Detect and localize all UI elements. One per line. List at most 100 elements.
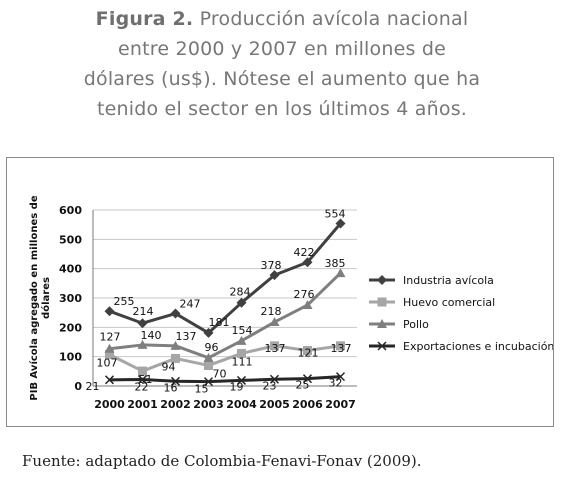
- data-label: 255: [114, 295, 135, 308]
- data-point: [104, 375, 115, 385]
- data-point: [170, 308, 181, 319]
- data-point: [137, 339, 148, 349]
- data-point: [269, 374, 280, 384]
- data-label: 32: [329, 377, 343, 390]
- data-label: 247: [180, 298, 201, 311]
- data-label: 16: [164, 381, 178, 394]
- data-point: [270, 341, 279, 351]
- series-4: 21 22 16 15 19 23 25 32: [86, 372, 346, 396]
- data-point: [137, 375, 148, 385]
- figure-label: Figura 2.: [95, 8, 194, 30]
- data-label: 127: [100, 331, 121, 344]
- x-tick-label: 2005: [259, 398, 290, 411]
- data-point: [269, 270, 280, 281]
- figure-caption: Figura 2. Producción avícola nacional en…: [0, 4, 564, 124]
- x-tick-label: 2002: [160, 398, 191, 411]
- data-label: 284: [230, 286, 251, 299]
- y-tick-label: 600: [59, 204, 82, 217]
- y-tick-label: 500: [59, 233, 82, 246]
- data-point: [203, 352, 214, 362]
- data-label: 121: [298, 347, 319, 360]
- data-label: 385: [325, 257, 346, 270]
- series-line: [109, 375, 341, 384]
- x-tick-label: 2006: [292, 398, 323, 411]
- data-label: 19: [230, 380, 244, 393]
- data-point: [137, 318, 148, 329]
- data-point: [269, 317, 280, 327]
- data-point: [335, 268, 346, 278]
- series-line: [108, 222, 342, 335]
- data-point: [170, 376, 181, 386]
- legend-marker: [377, 297, 387, 307]
- data-point: [204, 360, 213, 370]
- data-label: 94: [162, 360, 176, 373]
- legend-label: Pollo: [403, 318, 429, 331]
- chart-frame: 0 100 200 300 400 500 600 2000 2001 2002 2003 2004 2…: [6, 157, 554, 427]
- data-point: [302, 374, 313, 384]
- data-label: 140: [141, 329, 162, 342]
- caption-line-4: tenido el sector en los últimos 4 años.: [96, 98, 468, 120]
- y-tick-label: 0: [74, 380, 82, 393]
- data-label: 15: [195, 383, 209, 396]
- data-label: 137: [265, 342, 286, 355]
- series-line: [109, 271, 342, 360]
- y-tick-label: 300: [59, 292, 82, 305]
- x-tick-label: 2000: [94, 398, 125, 411]
- data-label: 218: [261, 305, 282, 318]
- data-label: 154: [232, 324, 253, 337]
- data-label: 181: [209, 316, 230, 329]
- data-point: [336, 341, 345, 351]
- caption-line-1: Producción avícola nacional: [193, 8, 469, 30]
- legend-marker: [377, 275, 387, 285]
- data-label: 21: [86, 380, 100, 393]
- data-label: 70: [213, 367, 227, 380]
- y-axis-title: PIB Avícola agregado en millones dedólar…: [28, 195, 52, 400]
- legend-item: Exportaciones e incubación: [369, 340, 553, 353]
- y-tick-label: 100: [59, 351, 82, 364]
- source-note: Fuente: adaptado de Colombia-Fenavi-Fona…: [22, 452, 422, 470]
- data-label: 25: [296, 379, 310, 392]
- data-label: 422: [294, 246, 315, 259]
- data-point: [335, 218, 346, 229]
- data-point: [104, 306, 115, 317]
- data-label: 554: [325, 207, 346, 220]
- data-point: [236, 297, 247, 308]
- data-label: 111: [232, 355, 253, 368]
- data-point: [237, 348, 246, 358]
- data-label: 214: [133, 305, 154, 318]
- data-label: 23: [263, 379, 277, 392]
- data-point: [170, 340, 181, 350]
- data-point: [138, 366, 147, 376]
- data-label: 107: [97, 357, 118, 370]
- data-label: 96: [205, 341, 219, 354]
- legend-item: Huevo comercial: [369, 296, 495, 309]
- caption-line-2: entre 2000 y 2007 en millones de: [118, 38, 446, 60]
- data-label: 137: [176, 330, 197, 343]
- y-tick-label: 200: [59, 321, 82, 334]
- x-tick-label: 2003: [193, 398, 224, 411]
- data-label: 22: [135, 381, 149, 394]
- data-point: [335, 372, 346, 382]
- data-label: 378: [261, 259, 282, 272]
- data-point: [236, 375, 247, 385]
- data-label: 137: [331, 342, 352, 355]
- series-3: 127 140 137 96 154 218 276 385: [100, 257, 346, 362]
- data-point: [203, 327, 214, 338]
- data-point: [302, 300, 313, 310]
- data-label: 276: [294, 288, 315, 301]
- data-point: [105, 350, 114, 360]
- data-point: [303, 346, 312, 356]
- data-point: [203, 377, 214, 387]
- data-point: [104, 343, 115, 353]
- legend-label: Exportaciones e incubación: [403, 340, 553, 353]
- series-line: [108, 344, 341, 373]
- y-tick-label: 400: [59, 263, 82, 276]
- data-point: [302, 257, 313, 268]
- data-point: [171, 353, 180, 363]
- legend-item: Pollo: [369, 318, 429, 331]
- x-tick-label: 2004: [226, 398, 257, 411]
- caption-line-3: dólares (us$). Nótese el aumento que ha: [83, 68, 481, 90]
- data-point: [236, 335, 247, 345]
